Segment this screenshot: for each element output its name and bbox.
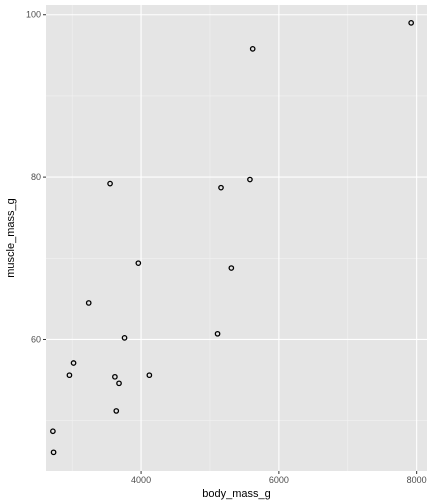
data-point: [85, 300, 92, 306]
data-point: [112, 373, 118, 380]
y-tick-label: 60: [31, 334, 41, 344]
x-tick-label: 8000: [407, 475, 427, 485]
data-point: [135, 260, 142, 267]
y-tick-label: 100: [26, 10, 41, 20]
y-axis-title: muscle_mass_g: [5, 198, 17, 277]
minor-gridlines: [46, 5, 427, 471]
x-tick-label: 4000: [131, 475, 151, 485]
data-point: [66, 372, 73, 379]
data-point: [113, 408, 120, 414]
x-axis: 4000 6000 8000: [131, 471, 427, 485]
y-tick-label: 80: [31, 172, 41, 182]
data-points: [50, 20, 415, 456]
major-gridlines: [46, 5, 427, 471]
data-point: [218, 184, 224, 191]
x-tick-label: 6000: [269, 475, 289, 485]
data-point: [249, 45, 256, 52]
y-axis: 60 80 100: [26, 10, 46, 344]
x-axis-title: body_mass_g: [202, 488, 271, 500]
data-point: [116, 380, 122, 387]
data-point: [247, 176, 253, 183]
data-point: [70, 360, 77, 366]
data-point: [50, 428, 56, 435]
data-point: [408, 20, 415, 26]
data-point: [228, 265, 235, 271]
data-point: [214, 330, 221, 337]
data-point: [121, 335, 128, 341]
data-point: [107, 180, 113, 187]
data-point: [50, 449, 57, 456]
data-point: [146, 372, 153, 379]
plot-panel: [46, 5, 427, 471]
